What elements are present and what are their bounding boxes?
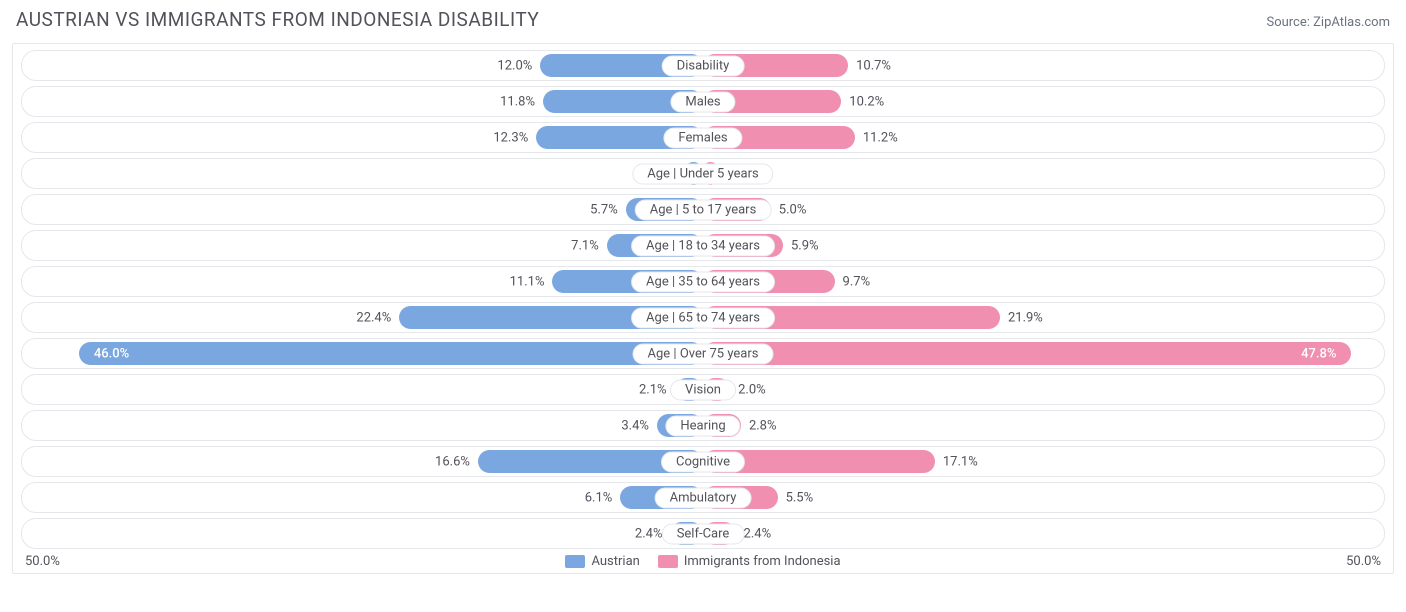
value-label-right: 2.4%	[744, 526, 772, 541]
category-label: Age | 18 to 34 years	[631, 235, 775, 256]
value-label-right: 5.5%	[786, 490, 814, 505]
rows-container: 12.0% 10.7% Disability 11.8% 10.2% Males 12.3%…	[21, 50, 1385, 549]
table-row: 2.4% 2.4%Self-Care	[21, 518, 1385, 549]
category-label: Age | Under 5 years	[632, 163, 773, 184]
value-label-left: 11.8%	[500, 94, 535, 109]
value-label-right: 47.8%	[1301, 346, 1336, 361]
chart-footer: 50.0% Austrian Immigrants from Indonesia…	[21, 554, 1385, 569]
table-row: 12.3% 11.2% Females	[21, 122, 1385, 153]
value-label-left: 46.0%	[94, 346, 129, 361]
table-row: 3.4% 2.8% Hearing	[21, 410, 1385, 441]
axis-max-right: 50.0%	[1346, 554, 1381, 569]
value-label-right: 17.1%	[943, 454, 978, 469]
bar-austrian	[79, 342, 703, 365]
category-label: Self-Care	[662, 523, 745, 544]
value-label-right: 2.8%	[749, 418, 777, 433]
value-label-left: 22.4%	[356, 310, 391, 325]
value-label-right: 21.9%	[1008, 310, 1043, 325]
value-label-right: 2.0%	[738, 382, 766, 397]
category-label: Ambulatory	[655, 487, 752, 508]
value-label-left: 12.0%	[497, 58, 532, 73]
category-label: Cognitive	[661, 451, 745, 472]
category-label: Age | 35 to 64 years	[631, 271, 775, 292]
category-label: Age | 5 to 17 years	[635, 199, 772, 220]
chart-area: 12.0% 10.7% Disability 11.8% 10.2% Males 12.3%…	[12, 43, 1394, 574]
table-row: 6.1% 5.5% Ambulatory	[21, 482, 1385, 513]
legend-swatch	[658, 555, 678, 568]
table-row: 5.7% 5.0% Age | 5 to 17 years	[21, 194, 1385, 225]
table-row: 16.6% 17.1% Cognitive	[21, 446, 1385, 477]
value-label-right: 11.2%	[863, 130, 898, 145]
table-row: 12.0% 10.7% Disability	[21, 50, 1385, 81]
value-label-left: 7.1%	[571, 238, 599, 253]
value-label-right: 9.7%	[843, 274, 871, 289]
legend: Austrian Immigrants from Indonesia	[565, 554, 840, 569]
table-row: 11.1% 9.7% Age | 35 to 64 years	[21, 266, 1385, 297]
value-label-left: 11.1%	[510, 274, 545, 289]
value-label-right: 10.2%	[849, 94, 884, 109]
chart-title: AUSTRIAN VS IMMIGRANTS FROM INDONESIA DI…	[16, 8, 539, 31]
category-label: Vision	[670, 379, 736, 400]
value-label-left: 16.6%	[435, 454, 470, 469]
category-label: Males	[670, 91, 735, 112]
value-label-left: 3.4%	[621, 418, 649, 433]
table-row: 2.1% 2.0%Vision	[21, 374, 1385, 405]
value-label-left: 2.1%	[639, 382, 667, 397]
axis-max-left: 50.0%	[25, 554, 60, 569]
value-label-right: 5.0%	[779, 202, 807, 217]
legend-label: Austrian	[591, 554, 639, 569]
legend-item-indonesia: Immigrants from Indonesia	[658, 554, 841, 569]
value-label-left: 6.1%	[585, 490, 613, 505]
legend-swatch	[565, 555, 585, 568]
value-label-left: 12.3%	[493, 130, 528, 145]
chart-header: AUSTRIAN VS IMMIGRANTS FROM INDONESIA DI…	[12, 8, 1394, 31]
table-row: 11.8% 10.2% Males	[21, 86, 1385, 117]
table-row: 22.4% 21.9% Age | 65 to 74 years	[21, 302, 1385, 333]
bar-indonesia	[703, 342, 1351, 365]
legend-item-austrian: Austrian	[565, 554, 639, 569]
table-row: 1.4%1.1%Age | Under 5 years	[21, 158, 1385, 189]
category-label: Females	[663, 127, 742, 148]
value-label-left: 5.7%	[590, 202, 618, 217]
category-label: Hearing	[665, 415, 740, 436]
legend-label: Immigrants from Indonesia	[684, 554, 841, 569]
chart-source: Source: ZipAtlas.com	[1266, 15, 1390, 30]
value-label-right: 5.9%	[791, 238, 819, 253]
value-label-right: 10.7%	[856, 58, 891, 73]
category-label: Age | Over 75 years	[633, 343, 774, 364]
value-label-left: 2.4%	[635, 526, 663, 541]
table-row: 46.0% 47.8% Age | Over 75 years	[21, 338, 1385, 369]
category-label: Disability	[662, 55, 745, 76]
table-row: 7.1% 5.9% Age | 18 to 34 years	[21, 230, 1385, 261]
category-label: Age | 65 to 74 years	[631, 307, 775, 328]
